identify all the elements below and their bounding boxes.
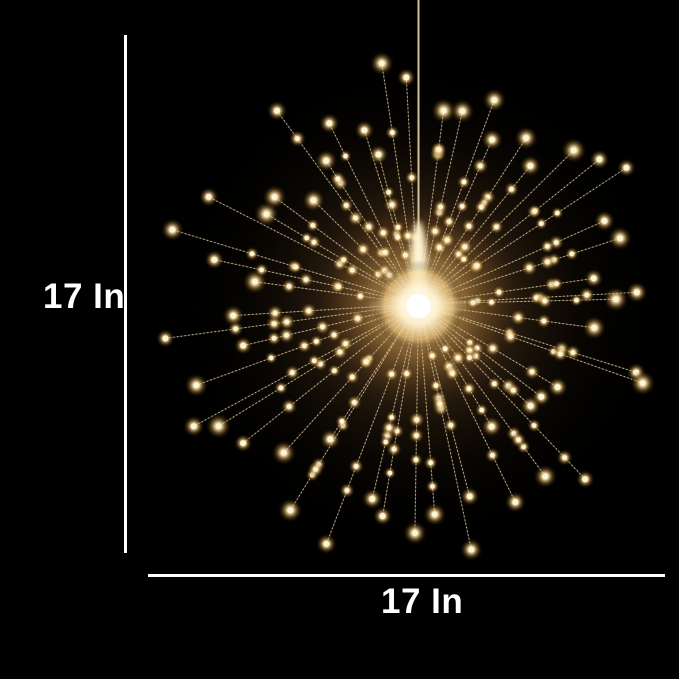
vertical-dimension-line bbox=[124, 35, 127, 553]
horizontal-dimension-line bbox=[148, 574, 665, 577]
height-dimension-label: 17 In bbox=[43, 277, 126, 316]
width-dimension-label: 17 In bbox=[381, 582, 464, 621]
